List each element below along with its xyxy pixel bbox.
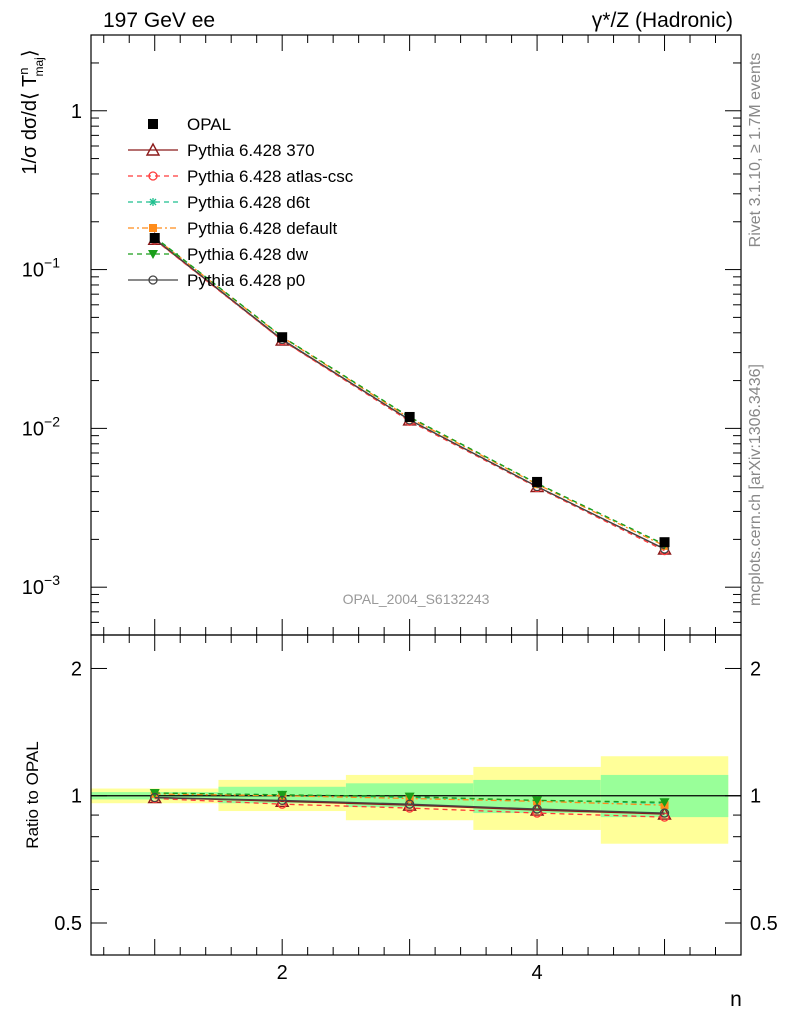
legend: OPAL Pythia 6.428 370 Pythia 6.428 atlas-c…	[128, 115, 354, 290]
x-tick-label: 2	[277, 962, 288, 984]
analysis-watermark: OPAL_2004_S6132243	[343, 591, 490, 607]
ratio-y-tick-label-left: 1	[71, 786, 82, 808]
header-right: γ*/Z (Hadronic)	[592, 9, 733, 32]
main-axis-ticks: 1 10−1 10−2 10−3	[22, 34, 741, 636]
legend-label-data: OPAL	[187, 115, 231, 134]
main-y-tick-label: 10−2	[22, 413, 60, 440]
ratio-y-tick-label-right: 0.5	[750, 913, 778, 935]
ratio-series-point	[659, 812, 670, 822]
rivet-version-label: Rivet 3.1.10, ≥ 1.7M events	[747, 53, 764, 248]
ratio-series-lines	[147, 788, 672, 822]
ratio-series-point	[277, 795, 287, 806]
ratio-series-point	[404, 799, 415, 809]
ratio-series-point	[404, 792, 415, 802]
ratio-series-point	[277, 790, 288, 800]
legend-marker	[145, 142, 161, 156]
legend-label: Pythia 6.428 370	[187, 141, 315, 160]
ratio-y-tick-label-right: 2	[750, 658, 761, 680]
main-series-lines	[147, 231, 672, 556]
ratio-series-point	[532, 796, 543, 806]
ratio-series-point	[659, 808, 670, 818]
data-point	[532, 476, 543, 487]
legend-label: Pythia 6.428 atlas-csc	[187, 167, 354, 186]
ratio-axis-ticks: 0.5 0.5 1 1 2 2 2 4	[54, 635, 778, 984]
main-y-axis-label: 1/σ dσ/d⟨ Tnmaj⟩	[16, 49, 46, 174]
ratio-series-point	[532, 804, 542, 814]
ratio-series-line	[154, 796, 665, 814]
ratio-frame	[90, 634, 742, 956]
main-y-tick-label: 1	[71, 101, 82, 123]
x-axis-label: n	[730, 988, 742, 1011]
legend-label: Pythia 6.428 p0	[187, 271, 305, 290]
legend-marker	[149, 198, 157, 206]
legend-label: Pythia 6.428 default	[187, 219, 338, 238]
ratio-y-tick-label-left: 2	[71, 658, 82, 680]
header-left: 197 GeV ee	[103, 9, 215, 32]
main-series-line	[154, 239, 665, 552]
ratio-y-tick-label-left: 0.5	[54, 913, 82, 935]
legend-marker-data	[148, 119, 158, 129]
data-point	[149, 233, 160, 244]
legend-label: Pythia 6.428 dw	[187, 245, 309, 264]
ratio-series-point	[659, 798, 670, 808]
ratio-series-point	[150, 792, 160, 803]
data-point	[277, 332, 288, 343]
legend-marker	[148, 171, 158, 181]
data-point	[659, 537, 670, 548]
legend-marker	[148, 275, 158, 285]
legend-label: Pythia 6.428 d6t	[187, 193, 310, 212]
data-point	[404, 411, 415, 422]
main-y-tick-label: 10−3	[22, 572, 60, 599]
main-y-tick-label: 10−1	[22, 255, 60, 282]
mcplots-label: mcplots.cern.ch [arXiv:1306.3436]	[747, 364, 764, 606]
ratio-y-tick-label-right: 1	[750, 786, 761, 808]
ratio-panel-bands	[91, 756, 741, 844]
legend-marker	[149, 224, 157, 232]
legend-marker	[148, 250, 158, 259]
ratio-y-axis-label: Ratio to OPAL	[23, 741, 42, 848]
x-tick-label: 4	[532, 962, 543, 984]
